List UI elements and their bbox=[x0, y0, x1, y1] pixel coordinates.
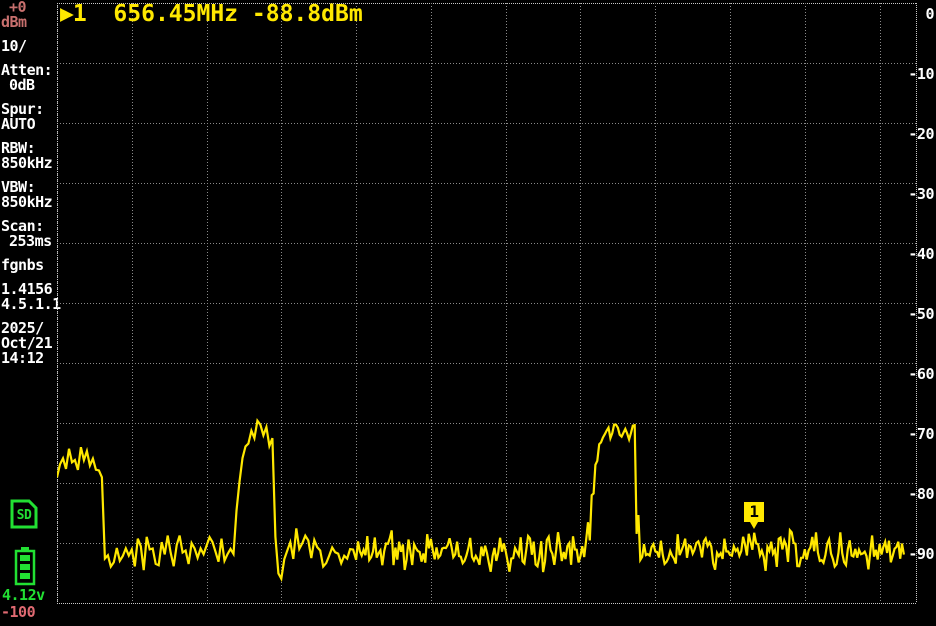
mode-indicator: fgnbs bbox=[1, 256, 44, 274]
db-tick-label: 0 bbox=[925, 5, 934, 23]
gridline-vertical bbox=[132, 3, 133, 603]
trace-waveform bbox=[57, 417, 905, 583]
db-tick-label: -80 bbox=[908, 485, 934, 503]
sd-card-icon: SD bbox=[5, 498, 39, 530]
settings-sidebar: +0 dBm 10/ Atten: 0dB Spur: AUTO RBW: 85… bbox=[0, 0, 61, 626]
marker-label: 1 bbox=[744, 501, 765, 522]
marker-frequency: 656.45MHz bbox=[113, 1, 239, 27]
scale-per-division[interactable]: 10/ bbox=[1, 37, 27, 55]
trace-marker-1[interactable]: 1 bbox=[744, 501, 765, 529]
gridline-horizontal bbox=[57, 243, 917, 244]
gridline-horizontal bbox=[57, 483, 917, 484]
gridline-horizontal bbox=[57, 363, 917, 364]
hardware-version: 4.5.1.1 bbox=[1, 295, 61, 313]
rbw-label: RBW: bbox=[1, 139, 36, 157]
svg-text:SD: SD bbox=[17, 508, 32, 523]
scan-label: Scan: bbox=[1, 217, 44, 235]
gridline-vertical bbox=[730, 3, 731, 603]
spectrum-plot[interactable] bbox=[57, 3, 917, 604]
spur-value[interactable]: AUTO bbox=[1, 115, 36, 133]
marker-pointer-icon bbox=[750, 521, 759, 529]
spur-label: Spur: bbox=[1, 100, 44, 118]
gridline-vertical bbox=[281, 3, 282, 603]
marker-indicator-icon: ▶1 bbox=[60, 1, 87, 27]
db-tick-label: -60 bbox=[908, 365, 934, 383]
plot-frame-edge bbox=[916, 3, 917, 603]
gridline-horizontal bbox=[57, 123, 917, 124]
gridline-horizontal bbox=[57, 183, 917, 184]
atten-value[interactable]: 0dB bbox=[9, 76, 35, 94]
gridline-vertical bbox=[880, 3, 881, 603]
marker-readout: ▶1 656.45MHz -88.8dBm bbox=[60, 2, 363, 26]
marker-level: -88.8dBm bbox=[251, 1, 363, 27]
gridline-horizontal bbox=[57, 303, 917, 304]
gridline-vertical bbox=[207, 3, 208, 603]
db-tick-label: -20 bbox=[908, 125, 934, 143]
gridline-vertical bbox=[356, 3, 357, 603]
db-tick-label: -50 bbox=[908, 305, 934, 323]
gridline-vertical bbox=[506, 3, 507, 603]
db-tick-label: -30 bbox=[908, 185, 934, 203]
firmware-version: 1.4156 bbox=[1, 280, 53, 298]
gridline-vertical bbox=[655, 3, 656, 603]
db-tick-label: -10 bbox=[908, 65, 934, 83]
db-tick-label: -70 bbox=[908, 425, 934, 443]
db-tick-label: -90 bbox=[908, 545, 934, 563]
scan-value[interactable]: 253ms bbox=[9, 232, 52, 250]
reference-level-unit: dBm bbox=[1, 13, 27, 31]
gridline-horizontal bbox=[57, 543, 917, 544]
atten-label: Atten: bbox=[1, 61, 53, 79]
gridline-horizontal bbox=[57, 3, 917, 4]
gridline-vertical bbox=[580, 3, 581, 603]
date-day: Oct/21 bbox=[1, 334, 53, 352]
date-year: 2025/ bbox=[1, 319, 44, 337]
gridline-vertical bbox=[431, 3, 432, 603]
plot-frame-edge bbox=[57, 3, 58, 603]
reference-level-top: +0 bbox=[9, 0, 27, 16]
gridline-horizontal bbox=[57, 423, 917, 424]
frequency-status-bar: START 470.000MHz 20.0MHz/ STOP 700.000MH… bbox=[0, 604, 936, 626]
db-tick-label: -40 bbox=[908, 245, 934, 263]
rbw-value[interactable]: 850kHz bbox=[1, 154, 53, 172]
gridline-horizontal bbox=[57, 603, 917, 604]
gridline-vertical bbox=[805, 3, 806, 603]
vbw-label: VBW: bbox=[1, 178, 36, 196]
vbw-value[interactable]: 850kHz bbox=[1, 193, 53, 211]
clock-time: 14:12 bbox=[1, 349, 44, 367]
gridline-horizontal bbox=[57, 63, 917, 64]
reference-level-bottom: -100 bbox=[1, 603, 36, 621]
battery-icon bbox=[10, 546, 36, 586]
battery-voltage: 4.12v bbox=[2, 586, 45, 604]
